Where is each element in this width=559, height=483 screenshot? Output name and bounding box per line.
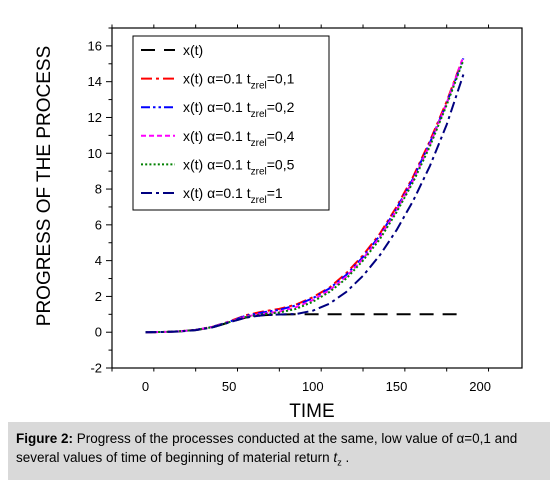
y-tick-label: 2 (95, 289, 102, 304)
x-tick-label: 100 (302, 379, 324, 394)
series-line-5 (145, 59, 465, 334)
y-tick-label: 6 (95, 217, 102, 232)
y-tick-label: 0 (95, 325, 102, 340)
plot-frame (111, 27, 523, 369)
caption-variable: t (333, 450, 338, 465)
y-axis-title: PROGRESS OF THE PROCESS (34, 46, 55, 326)
x-axis-title: TIME (289, 401, 334, 420)
legend-box (132, 35, 330, 211)
y-tick-label: 10 (88, 146, 102, 161)
caption-text-end: . (341, 450, 350, 465)
y-tick-label: 4 (95, 253, 102, 268)
x-tick-label: 150 (386, 379, 408, 394)
caption-text: Progress of the processes conducted at t… (16, 431, 518, 465)
y-tick-label: 8 (95, 182, 102, 197)
legend-label-5: x(t) α=0.1 tzrel=0,5 (183, 156, 295, 177)
legend-label-4: x(t) α=0.1 tzrel=0,4 (183, 128, 295, 149)
figure-caption: Figure 2: Progress of the processes cond… (8, 422, 550, 480)
y-tick-label: -2 (90, 361, 102, 376)
chart: 0 50 100 150 200 -2 0 2 4 6 8 10 12 14 16 x(t) x(t) α=0… (34, 24, 523, 420)
y-tick-label: 12 (88, 110, 102, 125)
caption-variable-subscript: z (337, 457, 342, 468)
series-line-4 (145, 56, 465, 334)
legend-label-2: x(t) α=0.1 tzrel=0,1 (183, 71, 295, 92)
axes: 0 50 100 150 200 -2 0 2 4 6 8 10 12 14 16 (88, 24, 523, 394)
x-tick-label: 50 (222, 379, 236, 394)
legend-label-1: x(t) (183, 42, 203, 58)
series-line-6 (145, 74, 465, 334)
legend-label-6: x(t) α=0.1 tzrel=1 (183, 185, 283, 206)
x-tick-label: 0 (142, 379, 149, 394)
caption-label: Figure 2: (16, 431, 74, 446)
y-tick-label: 14 (88, 74, 102, 89)
y-tick-label: 16 (88, 38, 102, 53)
legend-label-3: x(t) α=0.1 tzrel=0,2 (183, 99, 295, 120)
x-tick-label: 200 (469, 379, 491, 394)
legend: x(t) x(t) α=0.1 tzrel=0,1 x(t) α=0.1 tzrel… (132, 35, 330, 211)
series-layer (145, 56, 465, 334)
